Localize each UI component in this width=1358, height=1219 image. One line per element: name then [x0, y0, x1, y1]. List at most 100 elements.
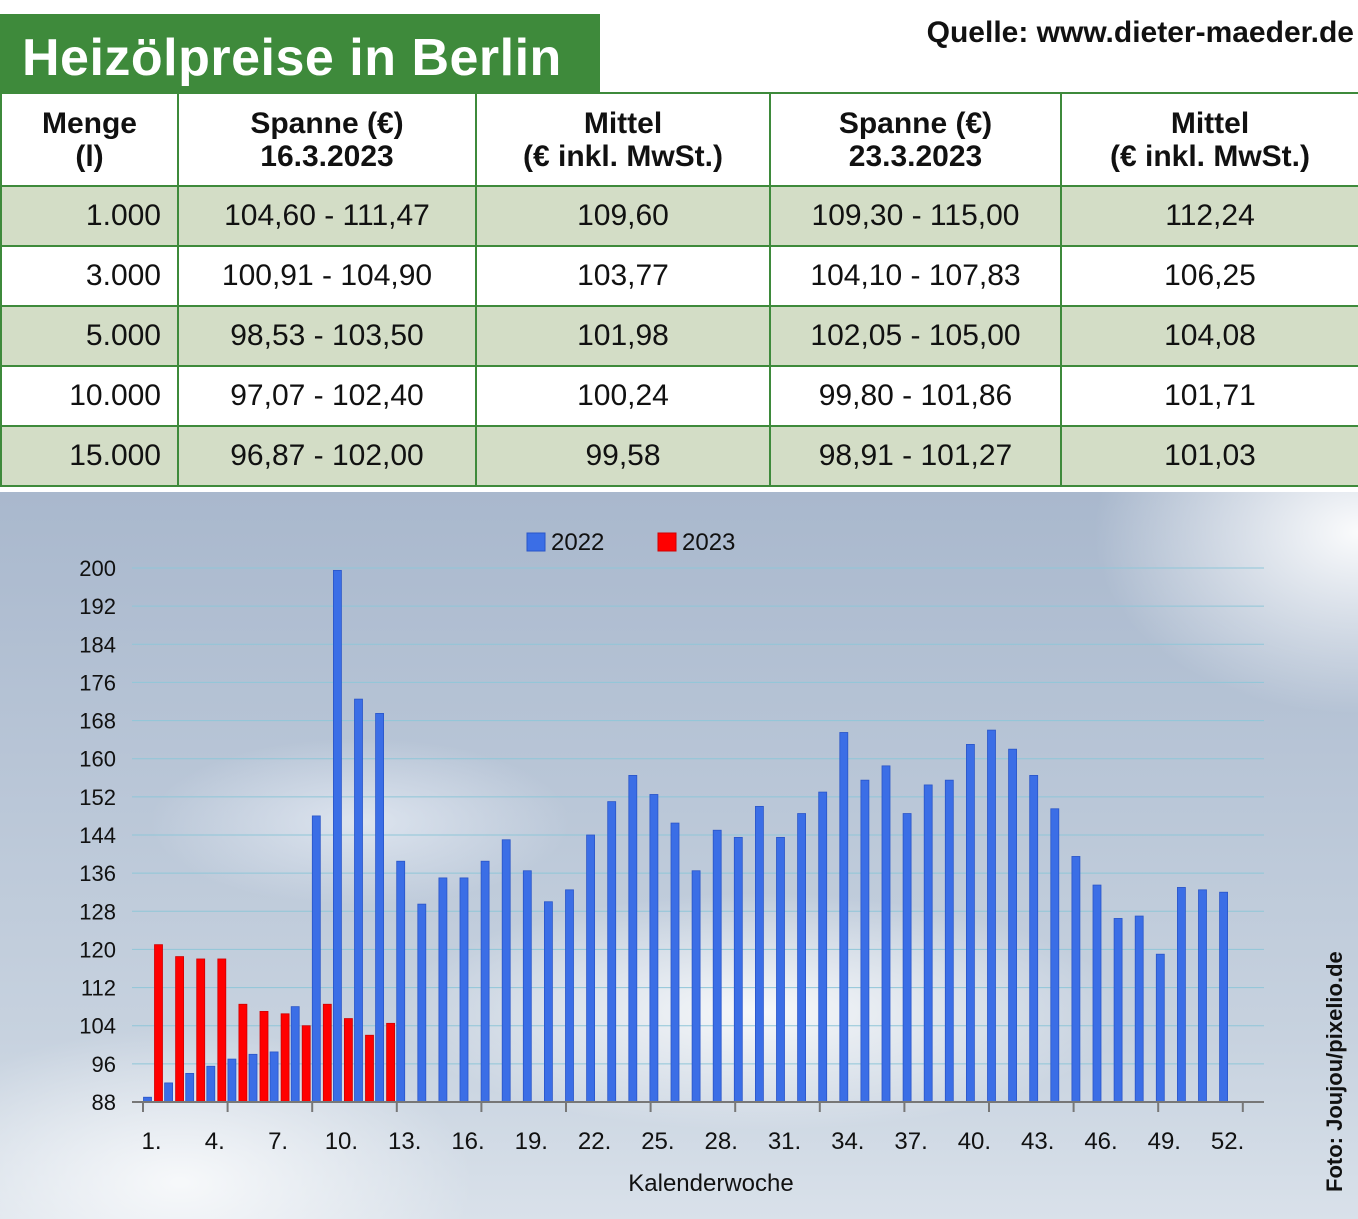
legend-swatch-2023	[657, 532, 677, 552]
bar-2022	[311, 815, 321, 1103]
y-tick-label: 168	[79, 709, 116, 734]
bar-2022	[1198, 889, 1207, 1103]
bar-2022	[227, 1058, 237, 1103]
cell-mittel-2: 101,71	[1060, 365, 1358, 427]
x-tick-label: 31.	[768, 1128, 801, 1155]
bar-2022	[818, 791, 828, 1103]
x-tick-label: 19.	[515, 1128, 548, 1155]
x-tick-label: 7.	[268, 1128, 288, 1155]
bar-2022	[712, 829, 722, 1103]
cell-mittel-2: 104,08	[1060, 305, 1358, 367]
bar-2022	[332, 569, 342, 1103]
bar-2022	[839, 732, 849, 1103]
bar-2023	[196, 958, 206, 1103]
cell-menge: 15.000	[0, 425, 179, 487]
bar-2022	[438, 877, 448, 1103]
x-tick-label: 43.	[1021, 1128, 1054, 1155]
y-tick-label: 128	[79, 899, 116, 924]
x-tick-label: 22.	[578, 1128, 611, 1155]
x-tick-label: 37.	[894, 1128, 927, 1155]
cell-spanne-2: 99,80 - 101,86	[769, 365, 1062, 427]
table-header-row: Menge (l) Spanne (€) 16.3.2023 Mittel (€ in…	[0, 92, 1358, 187]
bar-2023	[322, 1003, 332, 1103]
chart-panel: 88 96 104 112 120 128 136 144 152 160 168 176 184 192…	[0, 492, 1358, 1219]
bar-2022	[966, 744, 975, 1103]
x-axis-ticks: 1. 4. 7. 10. 13. 16. 19. 22. 25. 28. 31. 34. 37. 40. 4…	[141, 1128, 1244, 1155]
cell-mittel-1: 109,60	[475, 185, 771, 247]
bar-2022	[1008, 748, 1017, 1103]
y-tick-label: 88	[92, 1090, 116, 1115]
y-tick-label: 144	[79, 823, 116, 848]
bars	[143, 569, 1228, 1103]
bar-2022	[544, 901, 553, 1103]
bar-2022	[206, 1065, 216, 1103]
page-title: Heizölpreise in Berlin	[22, 29, 562, 87]
cell-mittel-2: 112,24	[1060, 185, 1358, 247]
legend-label-2023: 2023	[682, 529, 735, 556]
cell-menge: 1.000	[0, 185, 179, 247]
bar-2022	[565, 889, 574, 1103]
x-tick-label: 34.	[831, 1128, 864, 1155]
bar-2022	[776, 836, 785, 1103]
bar-2023	[154, 944, 163, 1103]
cell-spanne-1: 100,91 - 104,90	[177, 245, 477, 307]
bar-2023	[386, 1022, 396, 1103]
bar-2022	[1071, 856, 1081, 1103]
bar-2022	[396, 860, 406, 1103]
header-spanne-2: Spanne (€) 23.3.2023	[769, 92, 1062, 187]
bar-2023	[365, 1034, 374, 1103]
x-tick-label: 25.	[641, 1128, 674, 1155]
bar-2022	[797, 813, 806, 1103]
cell-mittel-2: 101,03	[1060, 425, 1358, 487]
header-spanne-1: Spanne (€) 16.3.2023	[177, 92, 477, 187]
y-tick-label: 152	[79, 785, 116, 810]
cell-mittel-1: 100,24	[475, 365, 771, 427]
y-tick-label: 184	[79, 632, 116, 657]
bar-2022	[923, 784, 933, 1103]
y-axis-ticks: 88 96 104 112 120 128 136 144 152 160 168 176 184 192…	[79, 556, 116, 1115]
legend-swatch-2022	[526, 532, 546, 552]
x-tick-label: 49.	[1148, 1128, 1181, 1155]
y-tick-label: 120	[79, 937, 116, 962]
bar-2022	[733, 836, 743, 1103]
x-tick-label: 28.	[705, 1128, 738, 1155]
x-axis	[132, 1101, 1264, 1112]
bar-2023	[301, 1025, 311, 1103]
x-tick-label: 10.	[325, 1128, 358, 1155]
bar-2022	[1050, 808, 1060, 1103]
x-tick-label: 16.	[451, 1128, 484, 1155]
legend-label-2022: 2022	[551, 529, 604, 556]
bar-2022	[670, 822, 680, 1103]
cell-mittel-1: 103,77	[475, 245, 771, 307]
bar-2022	[902, 813, 912, 1103]
cell-spanne-1: 98,53 - 103,50	[177, 305, 477, 367]
table-row: 3.000 100,91 - 104,90 103,77 104,10 - 10…	[0, 245, 1358, 307]
bar-2022	[1029, 775, 1039, 1103]
bar-2022	[987, 729, 996, 1103]
cell-spanne-1: 96,87 - 102,00	[177, 425, 477, 487]
title-banner: Heizölpreise in Berlin	[0, 14, 600, 92]
bar-2022	[607, 801, 617, 1103]
x-tick-label: 4.	[205, 1128, 225, 1155]
bar-2022	[290, 1006, 300, 1103]
legend: 2022 2023	[526, 529, 735, 556]
header-menge: Menge (l)	[0, 92, 179, 187]
bar-2022	[649, 794, 659, 1103]
bar-2022	[628, 775, 638, 1103]
x-tick-label: 52.	[1211, 1128, 1244, 1155]
bar-2022	[1219, 891, 1228, 1103]
y-tick-label: 200	[79, 556, 116, 581]
bar-2022	[185, 1072, 195, 1103]
x-tick-label: 40.	[958, 1128, 991, 1155]
cell-spanne-2: 102,05 - 105,00	[769, 305, 1062, 367]
cell-spanne-2: 98,91 - 101,27	[769, 425, 1062, 487]
bar-2023	[175, 956, 185, 1103]
bar-2022	[1177, 887, 1186, 1103]
table-row: 1.000 104,60 - 111,47 109,60 109,30 - 11…	[0, 185, 1358, 247]
table-row: 5.000 98,53 - 103,50 101,98 102,05 - 105…	[0, 305, 1358, 367]
x-tick-label: 1.	[141, 1128, 161, 1155]
cell-spanne-1: 104,60 - 111,47	[177, 185, 477, 247]
cell-mittel-2: 106,25	[1060, 245, 1358, 307]
bar-2022	[269, 1051, 279, 1103]
cell-spanne-2: 109,30 - 115,00	[769, 185, 1062, 247]
